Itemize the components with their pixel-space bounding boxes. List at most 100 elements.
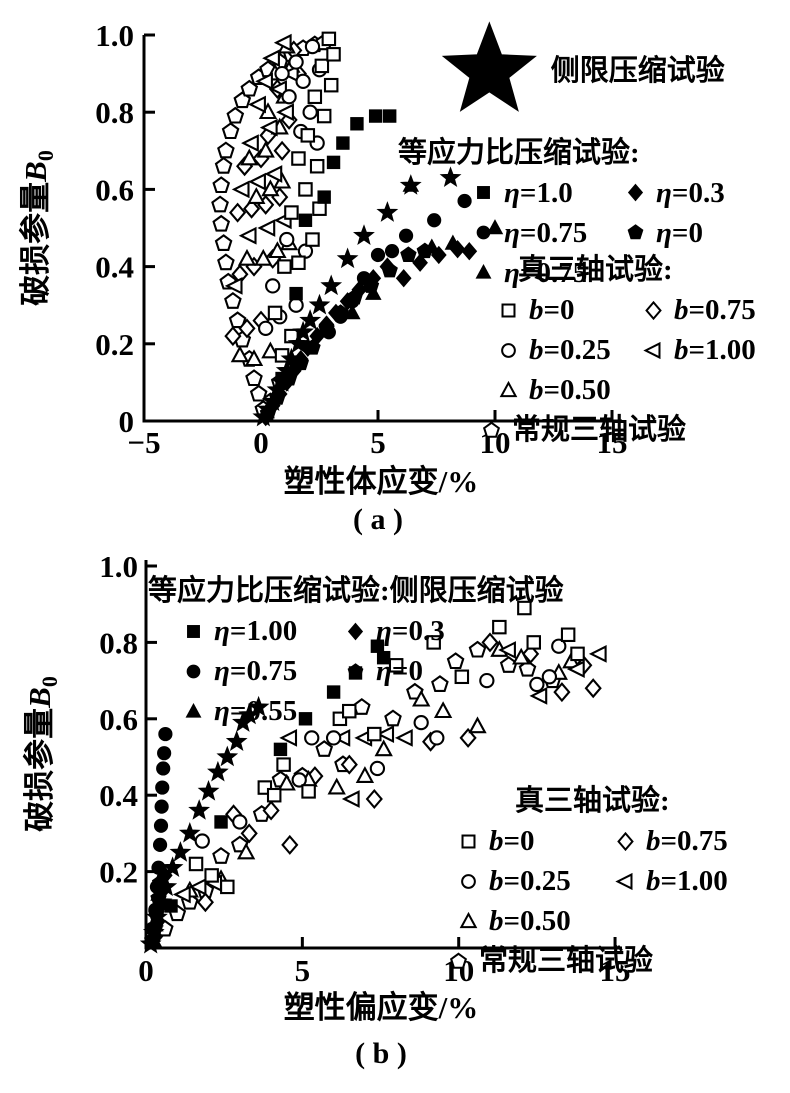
legend-item-label: η=0.3 (656, 173, 725, 213)
circle-marker (369, 760, 386, 777)
triangle-left-marker (257, 219, 276, 237)
square-marker (388, 658, 404, 673)
triangle-icon (499, 380, 518, 397)
legend-value: =0.25 (503, 865, 571, 898)
legend-variable: b (489, 905, 504, 938)
circle-marker (370, 247, 386, 263)
legend-variable: η (214, 655, 230, 688)
legend-item-label: η=0 (656, 213, 703, 253)
legend-variable: η (656, 216, 672, 249)
x-tick-label: 0 (138, 953, 154, 988)
pentagon-icon (347, 662, 364, 678)
series-square-filled (164, 639, 391, 913)
legend-value: =0.75 (660, 825, 728, 858)
legend-item: b=0.25 (495, 330, 640, 370)
legend-value: =0.55 (229, 695, 298, 728)
legend-b-compression: 等应力比压缩试验: 侧限压缩试验 η=1.00 η=0.3 η=0.75 η=0 η=0.5… (148, 571, 564, 731)
circle-marker (529, 676, 545, 693)
square-marker (267, 305, 283, 321)
legend-group-title: 等应力比压缩试验: (398, 136, 640, 169)
circle-marker (186, 664, 201, 678)
legend-value: =0 (543, 294, 575, 327)
triangle-left-marker (280, 64, 299, 83)
legend-row: η=0.75 (470, 253, 725, 293)
circle-marker (152, 837, 168, 852)
legend-item-label: b=1.00 (646, 861, 728, 901)
legend-row: b=0.25 b=1.00 (495, 330, 756, 370)
legend-value: =0.75 (229, 655, 298, 688)
legend-row: 常规三轴试验 (445, 941, 728, 981)
star-marker (225, 730, 248, 751)
legend-variable: η (376, 615, 392, 648)
triangle-icon (185, 702, 202, 718)
diamond-marker (395, 269, 412, 288)
triangle-left-marker (498, 641, 516, 659)
circle-marker (427, 213, 442, 228)
circle-marker (281, 89, 297, 105)
triangle-left-marker (279, 729, 298, 747)
pentagon-marker (449, 952, 468, 969)
x-axis-title: 塑性体应变/% (284, 464, 479, 499)
circle-marker (258, 320, 274, 337)
square-marker (305, 232, 320, 247)
triangle-left-marker (273, 33, 292, 52)
pentagon-marker (228, 311, 247, 329)
legend-value: =1.00 (660, 865, 728, 898)
square-icon (501, 303, 516, 318)
legend-row: b=0.50 (495, 370, 756, 410)
pentagon-marker (446, 652, 465, 670)
star-marker (299, 309, 322, 330)
triangle-marker (244, 349, 264, 367)
y-tick-label: 0.8 (99, 625, 138, 660)
legend-item-label: b=0 (529, 290, 575, 330)
legend-variable: b (529, 334, 544, 367)
star-marker (150, 890, 173, 912)
circle-marker (153, 818, 169, 833)
triangle-marker (459, 911, 478, 928)
pentagon-marker (315, 740, 334, 757)
legend-item: η=0.75 (470, 213, 622, 253)
square-marker (164, 899, 178, 913)
legend-value: =1.0 (519, 176, 573, 209)
square-marker (284, 205, 299, 220)
circle-marker (384, 244, 400, 259)
diamond-marker (481, 632, 499, 653)
legend-item: 常规三轴试验 (478, 410, 686, 450)
legend-item: b=1.00 (640, 330, 756, 370)
triangle-marker (365, 284, 382, 300)
legend-item: b=0.50 (455, 901, 571, 941)
x-tick-label: −5 (127, 425, 160, 460)
legend-item-label: b=1.00 (674, 330, 756, 370)
legend-item: η=0.75 (180, 651, 342, 691)
circle-marker (461, 873, 476, 889)
star-marker (261, 390, 284, 411)
square-marker (289, 356, 303, 370)
square-marker (187, 624, 200, 638)
legend-item-label: b=0.75 (646, 821, 728, 861)
legend-item: η=0.55 (180, 691, 297, 731)
y-axis-title-part: 0 (33, 150, 58, 161)
square-marker (461, 834, 476, 849)
circle-icon (461, 873, 476, 889)
legend-row: b=0.25 b=1.00 (455, 861, 728, 901)
diamond-marker (412, 253, 428, 272)
legend-item: η=0.3 (622, 173, 725, 213)
legend-item: b=0.50 (495, 370, 611, 410)
triangle-left-icon (643, 341, 661, 359)
legend-value: =0.75 (688, 294, 756, 327)
legend-row: η=1.00 η=0.3 (180, 611, 564, 651)
legend-value: =0 (391, 655, 423, 688)
pentagon-marker (304, 339, 321, 355)
x-axis-title: 塑性偏应变/% (284, 990, 479, 1025)
x-tick-label: 15 (597, 425, 628, 460)
pentagon-marker (240, 79, 259, 97)
star-marker (376, 201, 399, 222)
triangle-marker (412, 689, 431, 707)
y-axis-title-part: B (22, 687, 57, 709)
legend-variable: b (489, 825, 504, 858)
triangle-left-marker (248, 172, 266, 191)
legend-item-label: η=0.55 (214, 691, 297, 731)
square-icon (477, 186, 490, 200)
square-marker (214, 815, 228, 829)
